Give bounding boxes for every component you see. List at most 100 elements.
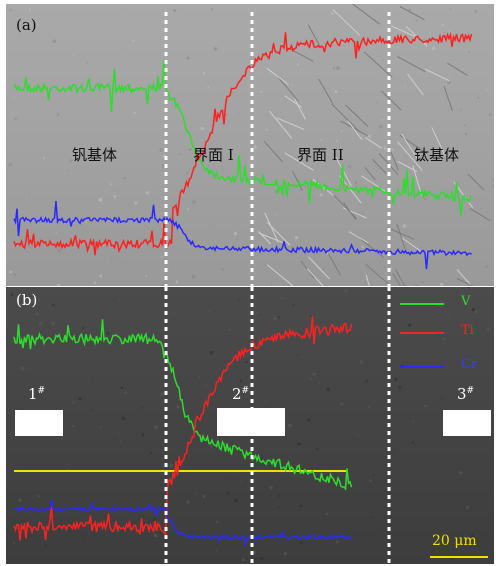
texture-speck [468, 51, 471, 53]
texture-speck [123, 177, 127, 180]
texture-speck [13, 97, 15, 99]
texture-speck [245, 360, 248, 364]
texture-speck [372, 516, 374, 518]
texture-speck [228, 328, 231, 331]
texture-speck [28, 8, 32, 11]
texture-speck [66, 169, 69, 172]
texture-grain [456, 278, 474, 286]
region-interface-1: 界面 I [193, 146, 234, 164]
texture-speck [154, 324, 156, 327]
texture-grain [399, 6, 425, 21]
texture-speck [91, 409, 94, 412]
texture-speck [492, 179, 494, 182]
texture-grain [401, 133, 420, 162]
texture-speck [198, 376, 201, 378]
texture-speck [231, 479, 233, 480]
texture-speck [14, 273, 17, 277]
texture-grain [390, 25, 417, 38]
texture-speck [394, 377, 398, 381]
panel-a-linescan [9, 4, 494, 286]
texture-speck [474, 9, 478, 13]
texture-speck [202, 71, 206, 75]
texture-speck [154, 425, 158, 430]
texture-grain [407, 73, 424, 96]
texture-speck [296, 63, 299, 66]
texture-speck [141, 406, 143, 409]
texture-speck [160, 256, 163, 258]
v-linescan-a [13, 60, 473, 216]
texture-speck [241, 558, 245, 562]
texture-speck [322, 146, 324, 148]
texture-grain [307, 24, 320, 46]
texture-speck [344, 289, 348, 293]
texture-speck [52, 39, 57, 44]
texture-speck [194, 492, 197, 494]
texture-grain [443, 85, 453, 111]
texture-grain [364, 166, 376, 181]
texture-grain [467, 173, 485, 191]
texture-speck [169, 463, 174, 468]
texture-speck [412, 420, 415, 423]
texture-speck [367, 405, 370, 409]
texture-speck [82, 327, 84, 329]
texture-speck [38, 321, 43, 326]
texture-speck [110, 258, 113, 260]
texture-speck [188, 148, 192, 152]
texture-grain [308, 256, 330, 280]
texture-speck [170, 267, 173, 269]
texture-speck [358, 434, 360, 436]
texture-speck [237, 113, 240, 115]
texture-speck [269, 485, 273, 490]
texture-speck [20, 366, 25, 371]
texture-speck [175, 280, 179, 284]
texture-speck [233, 231, 238, 236]
texture-speck [200, 127, 204, 131]
texture-speck [294, 235, 299, 240]
texture-speck [224, 442, 227, 445]
texture-speck [315, 447, 319, 451]
texture-speck [44, 544, 47, 547]
texture-grain [306, 268, 324, 286]
texture-speck [441, 23, 445, 27]
texture-speck [420, 168, 423, 172]
texture-grain [401, 237, 423, 253]
texture-speck [256, 311, 259, 314]
texture-speck [99, 426, 102, 429]
texture-grain [318, 78, 334, 104]
texture-speck [215, 520, 218, 523]
texture-speck [192, 200, 196, 204]
texture-grain [431, 127, 446, 157]
texture-grain [258, 232, 285, 244]
texture-grain [425, 68, 450, 82]
texture-grain [277, 76, 299, 102]
texture-speck [71, 424, 74, 428]
texture-speck [335, 540, 339, 544]
texture-speck [288, 423, 292, 428]
texture-speck [202, 494, 206, 498]
texture-speck [211, 403, 214, 406]
texture-speck [99, 274, 103, 278]
texture-speck [205, 384, 208, 387]
texture-speck [162, 283, 166, 286]
texture-speck [334, 90, 338, 94]
texture-speck [185, 172, 189, 175]
texture-speck [415, 19, 418, 22]
texture-speck [207, 86, 210, 89]
texture-grain [371, 158, 387, 175]
texture-grain [361, 175, 388, 194]
texture-speck [254, 145, 257, 149]
texture-speck [307, 418, 311, 422]
texture-speck [442, 338, 446, 341]
texture-speck [383, 146, 387, 150]
texture-speck [180, 439, 182, 441]
texture-speck [61, 319, 63, 321]
texture-speck [340, 130, 343, 133]
texture-speck [402, 224, 407, 228]
texture-speck [56, 283, 61, 286]
sample-point-2-label: 2# [232, 385, 250, 403]
cr-linescan-a [13, 200, 472, 270]
texture-grain [469, 207, 491, 222]
ti-linescan-a [13, 31, 473, 256]
texture-speck [392, 148, 394, 151]
texture-speck [312, 372, 316, 376]
